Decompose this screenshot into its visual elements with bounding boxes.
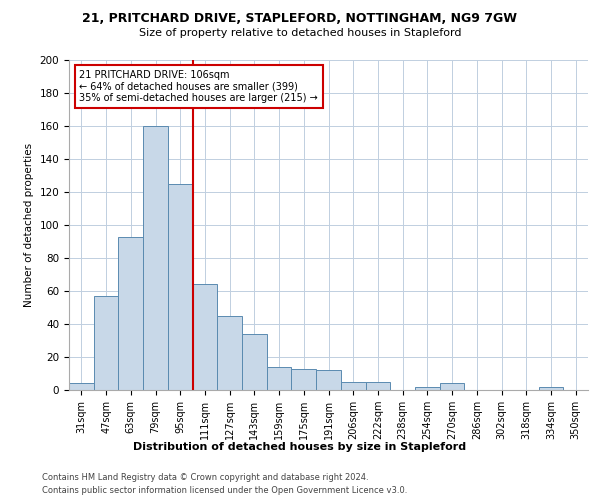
- Bar: [415, 386, 440, 390]
- Bar: [143, 126, 168, 390]
- Bar: [440, 384, 464, 390]
- Y-axis label: Number of detached properties: Number of detached properties: [24, 143, 34, 307]
- Bar: [118, 236, 143, 390]
- Text: Distribution of detached houses by size in Stapleford: Distribution of detached houses by size …: [133, 442, 467, 452]
- Bar: [365, 382, 390, 390]
- Bar: [193, 284, 217, 390]
- Bar: [341, 382, 365, 390]
- Bar: [69, 384, 94, 390]
- Bar: [217, 316, 242, 390]
- Bar: [292, 368, 316, 390]
- Bar: [539, 386, 563, 390]
- Bar: [242, 334, 267, 390]
- Text: Contains HM Land Registry data © Crown copyright and database right 2024.: Contains HM Land Registry data © Crown c…: [42, 472, 368, 482]
- Bar: [94, 296, 118, 390]
- Text: 21, PRITCHARD DRIVE, STAPLEFORD, NOTTINGHAM, NG9 7GW: 21, PRITCHARD DRIVE, STAPLEFORD, NOTTING…: [83, 12, 517, 26]
- Text: Contains public sector information licensed under the Open Government Licence v3: Contains public sector information licen…: [42, 486, 407, 495]
- Bar: [168, 184, 193, 390]
- Bar: [316, 370, 341, 390]
- Text: Size of property relative to detached houses in Stapleford: Size of property relative to detached ho…: [139, 28, 461, 38]
- Text: 21 PRITCHARD DRIVE: 106sqm
← 64% of detached houses are smaller (399)
35% of sem: 21 PRITCHARD DRIVE: 106sqm ← 64% of deta…: [79, 70, 318, 103]
- Bar: [267, 367, 292, 390]
